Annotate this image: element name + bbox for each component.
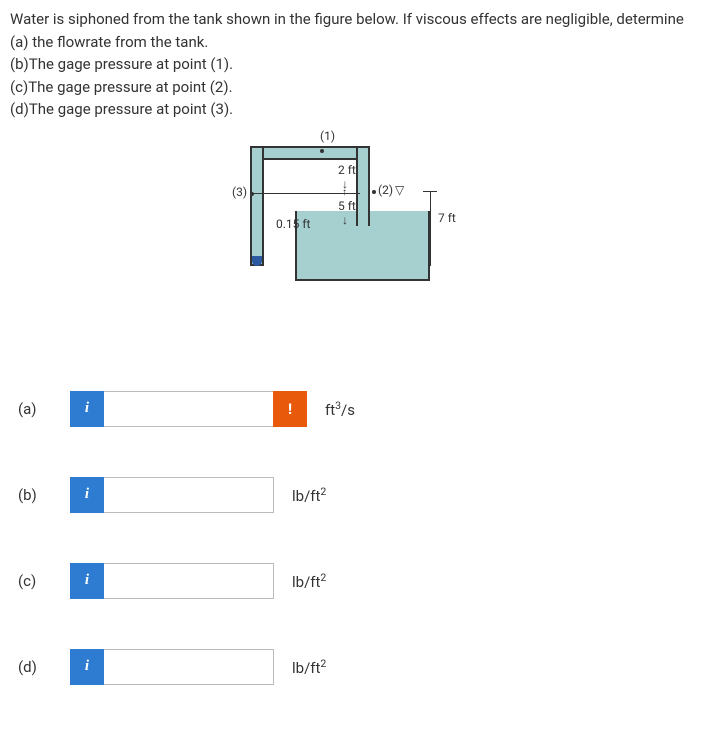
answer-label-a: (a)	[10, 400, 70, 418]
problem-part-d: (d)The gage pressure at point (3).	[10, 98, 710, 121]
answer-input-b[interactable]	[104, 477, 274, 513]
warning-icon[interactable]: !	[273, 391, 307, 427]
problem-statement: Water is siphoned from the tank shown in…	[10, 8, 710, 121]
answers-section: (a) i ! ft3/s (b) i lb/ft2 (c) i lb/ft2 …	[10, 391, 710, 685]
dot-point-1	[320, 149, 324, 153]
problem-intro: Water is siphoned from the tank shown in…	[10, 8, 710, 31]
siphon-figure: (1) (2) ▽ (3) 2 ft ↓ 5 ft ↓ ↑ 7 ft 0.15 …	[220, 141, 500, 301]
info-icon[interactable]: i	[70, 391, 104, 427]
siphon-left	[250, 146, 264, 266]
answer-row-c: (c) i lb/ft2	[10, 563, 710, 599]
problem-part-b: (b)The gage pressure at point (1).	[10, 53, 710, 76]
problem-part-c: (c)The gage pressure at point (2).	[10, 76, 710, 99]
arrow-5ft: ↓	[342, 213, 348, 227]
unit-d: lb/ft2	[292, 657, 326, 677]
answer-input-c[interactable]	[104, 563, 274, 599]
answer-row-a: (a) i ! ft3/s	[10, 391, 710, 427]
answer-row-b: (b) i lb/ft2	[10, 477, 710, 513]
label-point-1: (1)	[320, 129, 335, 143]
dim-2ft: 2 ft	[338, 163, 356, 177]
info-icon[interactable]: i	[70, 649, 104, 685]
surface-marker: ▽	[395, 183, 404, 197]
label-point-3: (3)	[232, 185, 247, 199]
answer-label-d: (d)	[10, 658, 70, 676]
dim-7ft: 7 ft	[438, 211, 456, 225]
answer-row-d: (d) i lb/ft2	[10, 649, 710, 685]
info-icon[interactable]: i	[70, 563, 104, 599]
answer-input-a[interactable]	[104, 391, 274, 427]
answer-label-c: (c)	[10, 572, 70, 590]
unit-b: lb/ft2	[292, 485, 326, 505]
label-point-2: (2)	[378, 183, 393, 197]
info-icon[interactable]: i	[70, 477, 104, 513]
unit-a: ft3/s	[325, 399, 355, 419]
dim-diameter: 0.15 ft	[276, 217, 310, 231]
dim-5ft: 5 ft	[338, 199, 356, 213]
dim-hline	[252, 193, 360, 194]
answer-input-d[interactable]	[104, 649, 274, 685]
siphon-right	[356, 146, 370, 226]
siphon-outlet	[252, 256, 262, 266]
siphon-top	[250, 146, 370, 160]
dim-7ft-line	[430, 191, 431, 266]
dot-point-2	[372, 190, 376, 194]
dim-7ft-tick-top	[423, 191, 437, 192]
answer-label-b: (b)	[10, 486, 70, 504]
problem-part-a: (a) the flowrate from the tank.	[10, 31, 710, 54]
unit-c: lb/ft2	[292, 571, 326, 591]
